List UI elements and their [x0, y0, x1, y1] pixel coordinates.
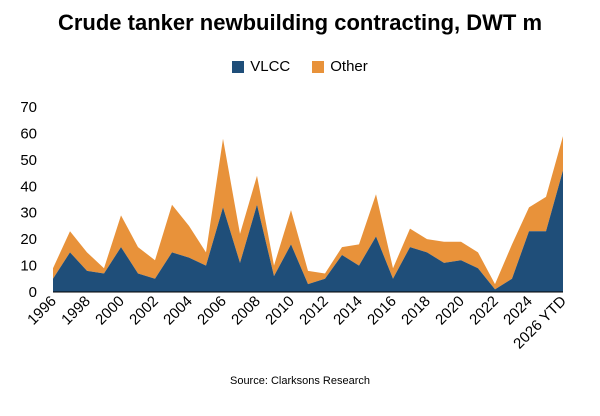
x-tick-label: 2012: [296, 293, 332, 329]
x-tick-label: 2016: [364, 293, 400, 329]
x-tick-label: 2010: [262, 293, 298, 329]
source-note: Source: Clarksons Research: [229, 375, 370, 387]
x-tick-label: 2006: [194, 293, 230, 329]
x-tick-label: 1998: [58, 293, 94, 329]
legend-swatch-vlcc: [232, 60, 245, 73]
legend-item-vlcc: VLCC: [232, 58, 290, 75]
legend-label-vlcc: VLCC: [250, 58, 291, 75]
x-tick-label: 2020: [432, 293, 468, 329]
y-tick-label: 40: [20, 178, 37, 195]
y-tick-label: 70: [20, 99, 37, 116]
legend: VLCC Other: [0, 58, 600, 75]
x-tick-label: 2000: [92, 293, 128, 329]
x-tick-label: 2002: [126, 293, 162, 329]
y-tick-label: 10: [20, 258, 37, 275]
chart-title: Crude tanker newbuilding contracting, DW…: [57, 10, 543, 35]
legend-label-other: Other: [330, 58, 368, 75]
y-tick-label: 30: [20, 205, 37, 222]
y-tick-label: 20: [20, 231, 37, 248]
y-tick-label: 0: [29, 284, 37, 301]
x-tick-label: 2008: [228, 293, 264, 329]
y-tick-label: 60: [20, 125, 37, 142]
series-area-other: [53, 136, 563, 290]
legend-item-other: Other: [312, 58, 368, 75]
x-tick-label: 2022: [466, 293, 502, 329]
legend-swatch-other: [312, 60, 325, 73]
x-tick-label: 2018: [398, 293, 434, 329]
x-tick-label: 2004: [160, 293, 196, 329]
y-tick-label: 50: [20, 152, 37, 169]
x-tick-label: 2014: [330, 293, 366, 329]
series-area-vlcc: [53, 170, 563, 292]
